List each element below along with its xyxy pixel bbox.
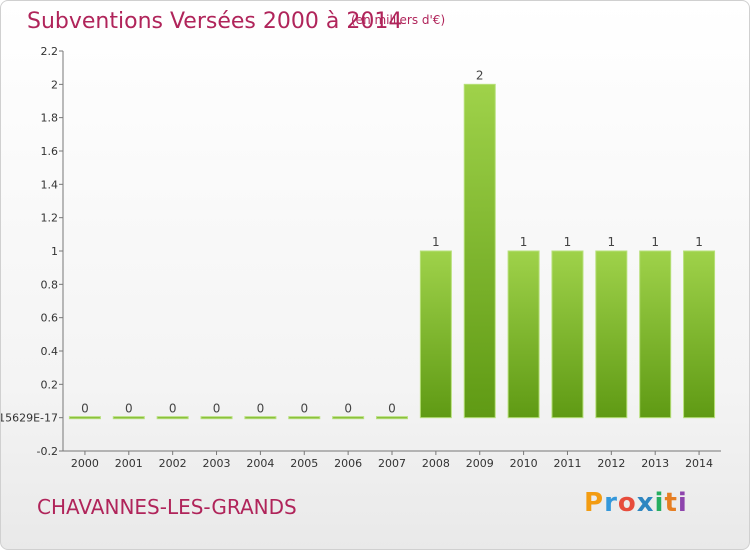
x-tick-label: 2002: [159, 457, 187, 470]
data-label: 1: [520, 235, 528, 249]
x-tick-label: 2014: [685, 457, 713, 470]
x-tick-label: 2006: [334, 457, 362, 470]
data-label: 1: [564, 235, 572, 249]
bar: [507, 250, 540, 419]
x-tick-label: 2011: [553, 457, 581, 470]
x-tick-label: 2001: [115, 457, 143, 470]
data-label: 0: [169, 402, 177, 416]
data-label: 1: [608, 235, 616, 249]
bar: [419, 250, 452, 419]
data-label: 0: [257, 402, 265, 416]
x-tick-label: 2000: [71, 457, 99, 470]
bar: [639, 250, 672, 419]
y-tick-label: 1.6: [41, 145, 59, 158]
y-tick-label: 1: [51, 245, 58, 258]
y-tick-label: 1.8: [41, 112, 59, 125]
bar: [244, 416, 277, 420]
y-tick-label: 0.8: [41, 278, 59, 291]
bar: [112, 416, 145, 420]
bar: [288, 416, 321, 420]
bar: [595, 250, 628, 419]
y-tick-label: 2: [51, 78, 58, 91]
data-label: 2: [476, 68, 484, 82]
x-tick-label: 2008: [422, 457, 450, 470]
data-label: 0: [300, 402, 308, 416]
data-label: 0: [81, 402, 89, 416]
bar: [332, 416, 365, 420]
y-tick-label: 1.2: [41, 212, 59, 225]
y-tick-label: -1.15629E-17: [1, 412, 58, 425]
bar: [683, 250, 716, 419]
x-tick-label: 2013: [641, 457, 669, 470]
bar: [156, 416, 189, 420]
logo-letter: o: [617, 488, 637, 518]
x-tick-label: 2012: [597, 457, 625, 470]
data-label: 1: [651, 235, 659, 249]
x-tick-label: 2007: [378, 457, 406, 470]
x-tick-label: 2004: [246, 457, 274, 470]
proxiti-logo: Proxiti: [584, 488, 688, 518]
logo-letter: t: [664, 488, 678, 518]
x-tick-label: 2003: [203, 457, 231, 470]
data-label: 1: [432, 235, 440, 249]
data-label: 1: [695, 235, 703, 249]
bar: [376, 416, 408, 420]
y-tick-label: 0.2: [41, 378, 59, 391]
unit-note: (en milliers d'€): [351, 13, 446, 27]
logo-letter: i: [677, 488, 688, 518]
logo-letter: i: [654, 488, 665, 518]
data-label: 0: [344, 402, 352, 416]
y-tick-label: 0.4: [41, 345, 59, 358]
logo-letter: x: [636, 488, 655, 518]
bar: [463, 83, 496, 419]
bar: [200, 416, 233, 420]
logo-letter: P: [584, 488, 605, 518]
data-label: 0: [213, 402, 221, 416]
x-tick-label: 2010: [510, 457, 538, 470]
data-label: 0: [125, 402, 133, 416]
chart-title: Subventions Versées 2000 à 2014: [27, 9, 403, 34]
bar: [551, 250, 584, 419]
data-label: 0: [388, 402, 396, 416]
bar: [68, 416, 101, 420]
logo-letter: r: [604, 488, 618, 518]
y-tick-label: 2.2: [41, 45, 59, 58]
y-tick-label: 1.4: [41, 178, 59, 191]
x-tick-label: 2005: [290, 457, 318, 470]
y-tick-label: 0.6: [41, 312, 59, 325]
x-tick-label: 2009: [466, 457, 494, 470]
commune-name: CHAVANNES-LES-GRANDS: [37, 495, 297, 519]
y-tick-label: -0.2: [37, 445, 58, 458]
